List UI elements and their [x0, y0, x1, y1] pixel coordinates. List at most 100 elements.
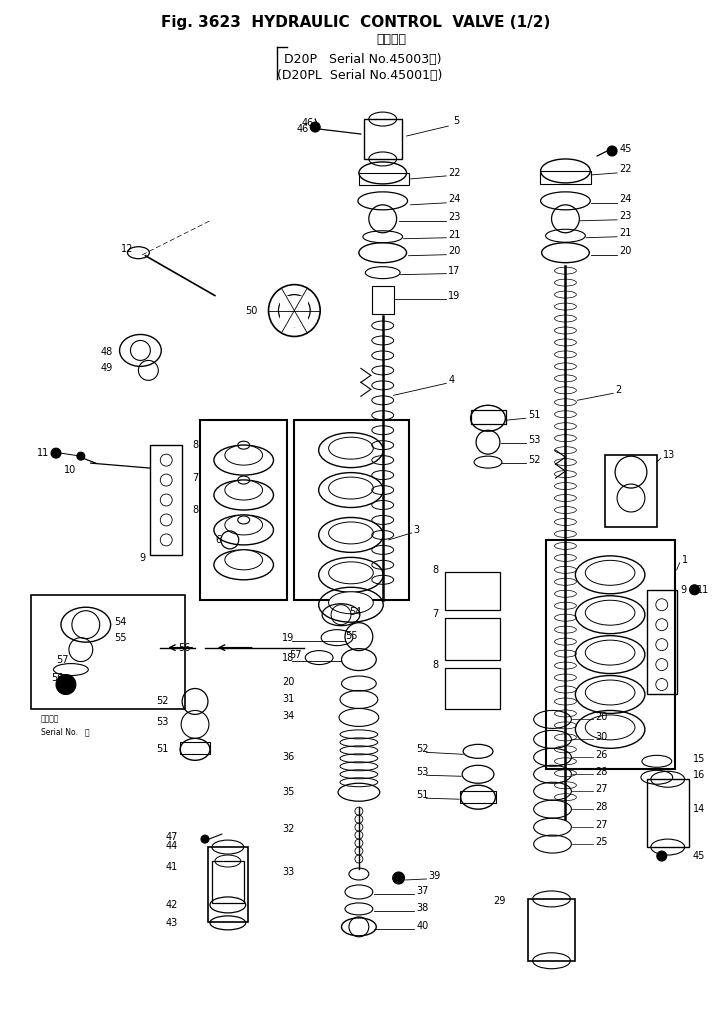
- Bar: [647, 590, 677, 695]
- Circle shape: [689, 585, 699, 595]
- Text: 9: 9: [139, 553, 145, 562]
- Text: 19: 19: [448, 291, 461, 301]
- Text: 48: 48: [101, 348, 113, 357]
- Text: 27: 27: [595, 784, 607, 794]
- Circle shape: [56, 674, 76, 695]
- Text: 20: 20: [282, 676, 294, 686]
- Text: 21: 21: [619, 228, 632, 238]
- Text: 14: 14: [692, 804, 705, 815]
- Text: 6: 6: [216, 535, 222, 545]
- Text: Serial No.   ～: Serial No. ～: [41, 727, 90, 736]
- Text: 10: 10: [63, 465, 76, 475]
- Text: 32: 32: [282, 824, 294, 834]
- Bar: [540, 171, 591, 184]
- Text: 51: 51: [528, 410, 540, 420]
- Ellipse shape: [329, 522, 374, 544]
- Text: 55: 55: [345, 631, 357, 641]
- Ellipse shape: [329, 561, 374, 584]
- Text: 4: 4: [448, 375, 454, 385]
- Text: 29: 29: [493, 896, 506, 906]
- Bar: [200, 420, 287, 600]
- Circle shape: [393, 872, 404, 884]
- Text: 20: 20: [595, 713, 607, 722]
- Text: 36: 36: [282, 753, 294, 763]
- Ellipse shape: [329, 592, 374, 613]
- Text: Fig. 3623  HYDRAULIC  CONTROL  VALVE (1/2): Fig. 3623 HYDRAULIC CONTROL VALVE (1/2): [161, 15, 550, 31]
- Text: 24: 24: [448, 194, 461, 203]
- Bar: [150, 445, 182, 555]
- Circle shape: [201, 835, 209, 843]
- Text: 47: 47: [166, 832, 178, 842]
- Text: 13: 13: [663, 451, 675, 460]
- Text: 23: 23: [448, 212, 461, 222]
- Text: 24: 24: [619, 194, 632, 203]
- Text: 11: 11: [37, 448, 49, 458]
- Text: 30: 30: [595, 732, 607, 742]
- Bar: [280, 296, 308, 327]
- Text: 31: 31: [282, 695, 294, 705]
- Text: 35: 35: [282, 787, 294, 797]
- Bar: [446, 667, 500, 710]
- Text: 16: 16: [692, 770, 705, 780]
- Text: 34: 34: [282, 712, 294, 721]
- Text: 46: 46: [297, 124, 309, 134]
- Text: 33: 33: [282, 868, 294, 877]
- Text: 53: 53: [528, 435, 540, 445]
- Text: 53: 53: [416, 767, 429, 777]
- Bar: [471, 410, 506, 424]
- Text: (D20PL  Serial No.45001～): (D20PL Serial No.45001～): [277, 69, 443, 82]
- Text: 12: 12: [120, 244, 133, 253]
- Text: 51: 51: [416, 790, 429, 800]
- Text: 25: 25: [595, 837, 607, 847]
- Text: 5: 5: [453, 116, 459, 126]
- Text: 23: 23: [619, 211, 632, 221]
- Bar: [364, 119, 401, 159]
- Ellipse shape: [225, 515, 262, 535]
- Bar: [528, 899, 575, 961]
- Text: 27: 27: [595, 820, 607, 830]
- Text: 46: 46: [302, 118, 314, 128]
- Text: 22: 22: [619, 164, 632, 174]
- Text: 8: 8: [192, 505, 198, 515]
- Bar: [294, 420, 409, 600]
- Ellipse shape: [585, 680, 635, 705]
- Bar: [446, 617, 500, 660]
- Bar: [359, 173, 409, 185]
- Text: 1: 1: [682, 555, 688, 564]
- Text: 22: 22: [448, 168, 461, 178]
- Text: 9: 9: [681, 585, 687, 595]
- Text: 49: 49: [101, 363, 113, 373]
- Circle shape: [310, 122, 320, 132]
- Text: 適用号機: 適用号機: [376, 34, 406, 47]
- Ellipse shape: [329, 437, 374, 459]
- Text: 8: 8: [192, 440, 198, 451]
- Ellipse shape: [585, 600, 635, 625]
- Text: 8: 8: [432, 564, 438, 575]
- Ellipse shape: [329, 477, 374, 499]
- Text: 45: 45: [692, 851, 705, 861]
- Text: 2: 2: [615, 385, 621, 396]
- Ellipse shape: [225, 445, 262, 465]
- Text: 28: 28: [595, 802, 607, 813]
- Bar: [545, 540, 674, 769]
- Text: 8: 8: [432, 660, 438, 669]
- Text: 28: 28: [595, 767, 607, 777]
- Circle shape: [607, 146, 617, 156]
- Text: 55: 55: [115, 633, 127, 643]
- Ellipse shape: [585, 640, 635, 665]
- Text: 7: 7: [432, 609, 438, 618]
- Text: 57: 57: [289, 650, 302, 660]
- Text: 52: 52: [155, 697, 168, 707]
- Bar: [371, 286, 394, 313]
- Text: 18: 18: [282, 653, 294, 663]
- Text: 53: 53: [156, 717, 168, 727]
- Bar: [31, 595, 185, 710]
- Text: 44: 44: [166, 841, 178, 851]
- Bar: [460, 791, 496, 803]
- Ellipse shape: [225, 550, 262, 570]
- Text: 適用号機: 適用号機: [41, 714, 60, 723]
- Text: 17: 17: [448, 265, 461, 276]
- Text: 7: 7: [192, 473, 198, 483]
- Text: 54: 54: [349, 607, 361, 616]
- Text: 21: 21: [448, 230, 461, 240]
